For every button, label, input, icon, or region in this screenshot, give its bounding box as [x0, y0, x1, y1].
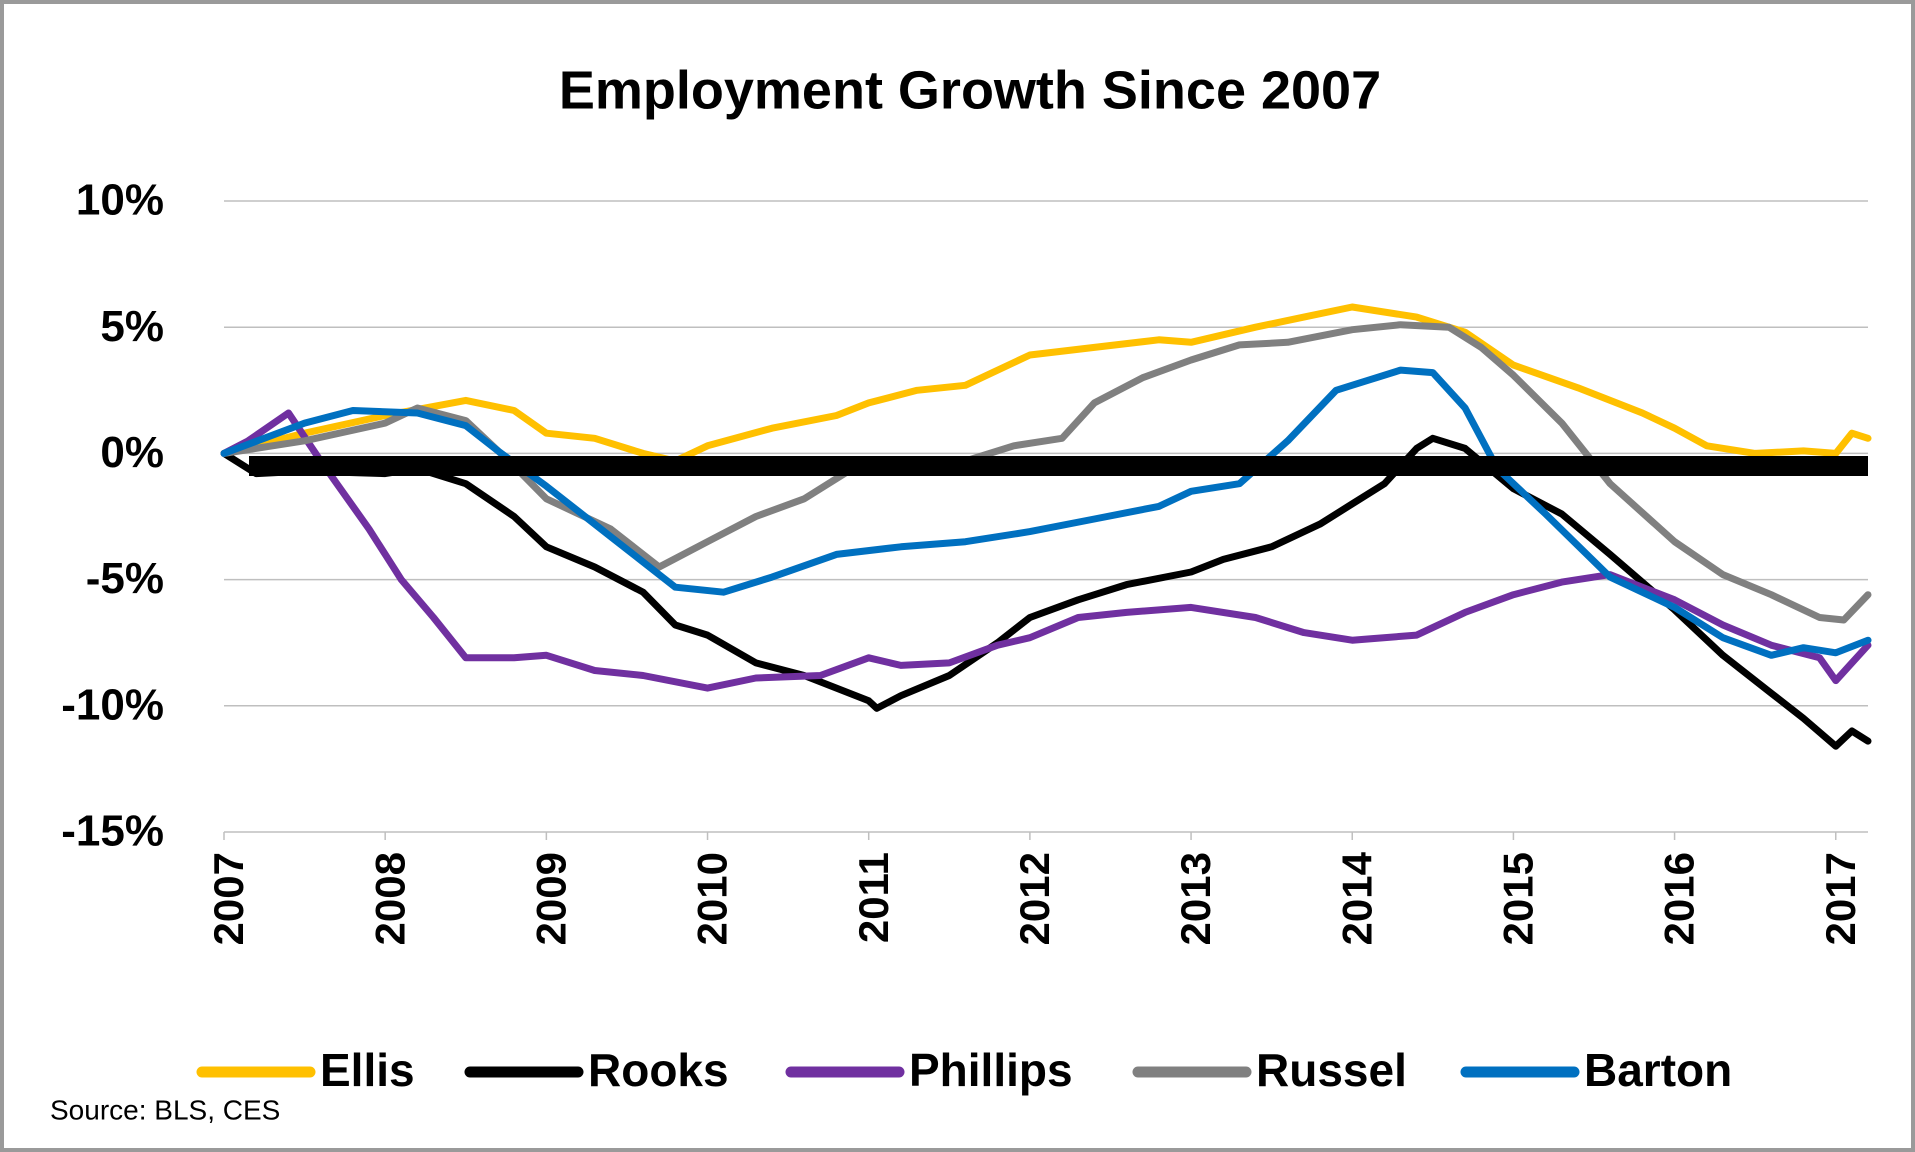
x-tick-label: 2013 — [1172, 852, 1219, 945]
x-tick-label: 2010 — [689, 852, 736, 945]
series-line — [220, 434, 1872, 750]
x-tick-label: 2012 — [1011, 852, 1058, 945]
y-tick-label: 5% — [100, 302, 164, 351]
x-tick-label: 2011 — [850, 852, 897, 943]
series-line — [220, 409, 1872, 692]
x-tick-label: 2014 — [1333, 851, 1380, 945]
y-tick-label: 0% — [100, 428, 164, 477]
y-tick-label: -15% — [61, 807, 164, 856]
y-tick-label: -10% — [61, 680, 164, 729]
series-line — [220, 303, 1872, 465]
y-tick-label: -5% — [86, 554, 164, 603]
chart-title: Employment Growth Since 2007 — [559, 60, 1381, 120]
x-tick-label: 2009 — [527, 852, 574, 945]
legend-label: Phillips — [909, 1044, 1073, 1096]
series-line — [220, 321, 1872, 624]
x-tick-label: 2016 — [1656, 852, 1703, 945]
legend-label: Ellis — [320, 1044, 415, 1096]
legend-label: Rooks — [588, 1044, 729, 1096]
legend-label: Russel — [1256, 1044, 1407, 1096]
y-tick-label: 10% — [76, 176, 164, 225]
x-tick-label: 2017 — [1817, 852, 1864, 945]
x-tick-label: 2007 — [205, 852, 252, 945]
legend-label: Barton — [1584, 1044, 1732, 1096]
x-tick-label: 2008 — [366, 852, 413, 945]
x-tick-label: 2015 — [1495, 852, 1542, 945]
source-note: Source: BLS, CES — [50, 1094, 280, 1125]
